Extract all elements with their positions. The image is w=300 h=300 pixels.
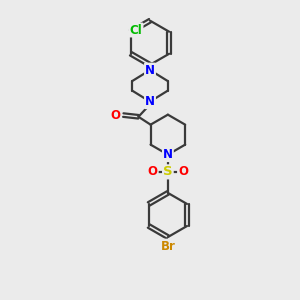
Text: N: N xyxy=(145,95,155,108)
Text: Cl: Cl xyxy=(130,23,142,37)
Text: O: O xyxy=(111,109,121,122)
Text: S: S xyxy=(163,165,173,178)
Text: O: O xyxy=(178,165,188,178)
Text: N: N xyxy=(145,64,155,76)
Text: N: N xyxy=(163,148,173,161)
Text: O: O xyxy=(148,165,158,178)
Text: Br: Br xyxy=(160,240,175,253)
